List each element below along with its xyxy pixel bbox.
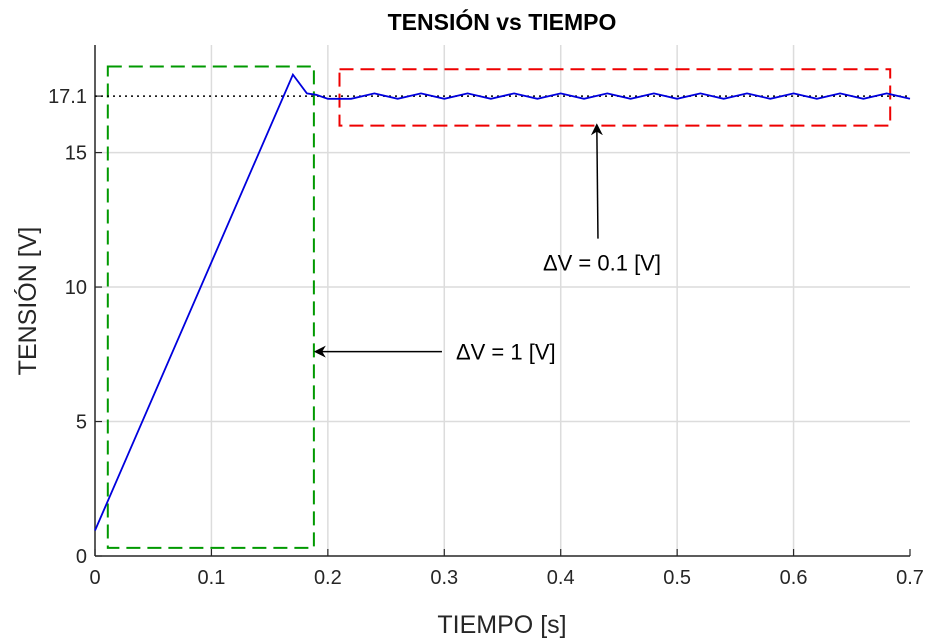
tick-labels: 0 0.1 0.2 0.3 0.4 0.5 0.6 0.7 0 5 10 15 17.1 (48, 86, 924, 589)
y-tick-label: 0 (76, 546, 87, 568)
x-tick-label: 0.1 (198, 567, 226, 589)
annotation-arrow (590, 123, 603, 239)
y-tick-label: 5 (76, 412, 87, 434)
grid-lines (95, 45, 910, 556)
y-tick-label: 15 (65, 143, 87, 165)
y-tick-label: 10 (65, 277, 87, 299)
series-group (94, 72, 911, 531)
x-axis-label: TIEMPO [s] (437, 611, 566, 639)
axes (94, 45, 911, 557)
annotation-label: ΔV = 0.1 [V] (543, 251, 661, 276)
voltage-series-line (94, 72, 911, 531)
transient-box (106, 65, 315, 549)
y-axis-label: TENSIÓN [V] (13, 227, 42, 376)
x-tick-label: 0.5 (663, 567, 691, 589)
x-tick-label: 0.2 (314, 567, 342, 589)
ripple-box (338, 68, 892, 127)
x-tick-label: 0.3 (430, 567, 458, 589)
chart-title: TENSIÓN vs TIEMPO (388, 8, 617, 35)
x-tick-label: 0 (89, 567, 100, 589)
annotation-label: ΔV = 1 [V] (456, 340, 556, 365)
x-tick-label: 0.7 (896, 567, 924, 589)
annotations: ΔV = 1 [V] ΔV = 0.1 [V] (313, 123, 661, 365)
x-tick-label: 0.4 (547, 567, 575, 589)
highlight-boxes (106, 65, 892, 549)
y-tick-label: 17.1 (48, 86, 87, 108)
x-tick-label: 0.6 (780, 567, 808, 589)
